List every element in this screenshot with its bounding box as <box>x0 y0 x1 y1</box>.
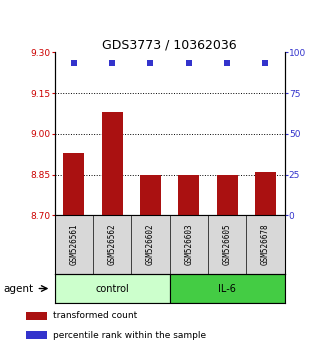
Point <box>263 61 268 66</box>
Text: control: control <box>95 284 129 293</box>
Bar <box>102 112 123 215</box>
Text: GSM526605: GSM526605 <box>223 224 232 265</box>
Text: GSM526561: GSM526561 <box>69 224 78 265</box>
Text: agent: agent <box>3 284 33 293</box>
Bar <box>178 175 199 215</box>
Text: IL-6: IL-6 <box>218 284 236 293</box>
Text: GSM526602: GSM526602 <box>146 224 155 265</box>
Text: GSM526603: GSM526603 <box>184 224 193 265</box>
Point <box>148 61 153 66</box>
Bar <box>216 175 238 215</box>
Point <box>71 61 76 66</box>
Bar <box>26 331 47 339</box>
Point <box>186 61 191 66</box>
Text: percentile rank within the sample: percentile rank within the sample <box>53 331 207 340</box>
Bar <box>169 274 285 303</box>
Point <box>224 61 230 66</box>
Bar <box>140 175 161 215</box>
Point <box>110 61 115 66</box>
Bar <box>55 274 169 303</box>
Bar <box>255 172 276 215</box>
Bar <box>26 312 47 320</box>
Text: GSM526678: GSM526678 <box>261 224 270 265</box>
Bar <box>63 153 84 215</box>
Title: GDS3773 / 10362036: GDS3773 / 10362036 <box>102 38 237 51</box>
Text: transformed count: transformed count <box>53 312 138 320</box>
Text: GSM526562: GSM526562 <box>108 224 117 265</box>
